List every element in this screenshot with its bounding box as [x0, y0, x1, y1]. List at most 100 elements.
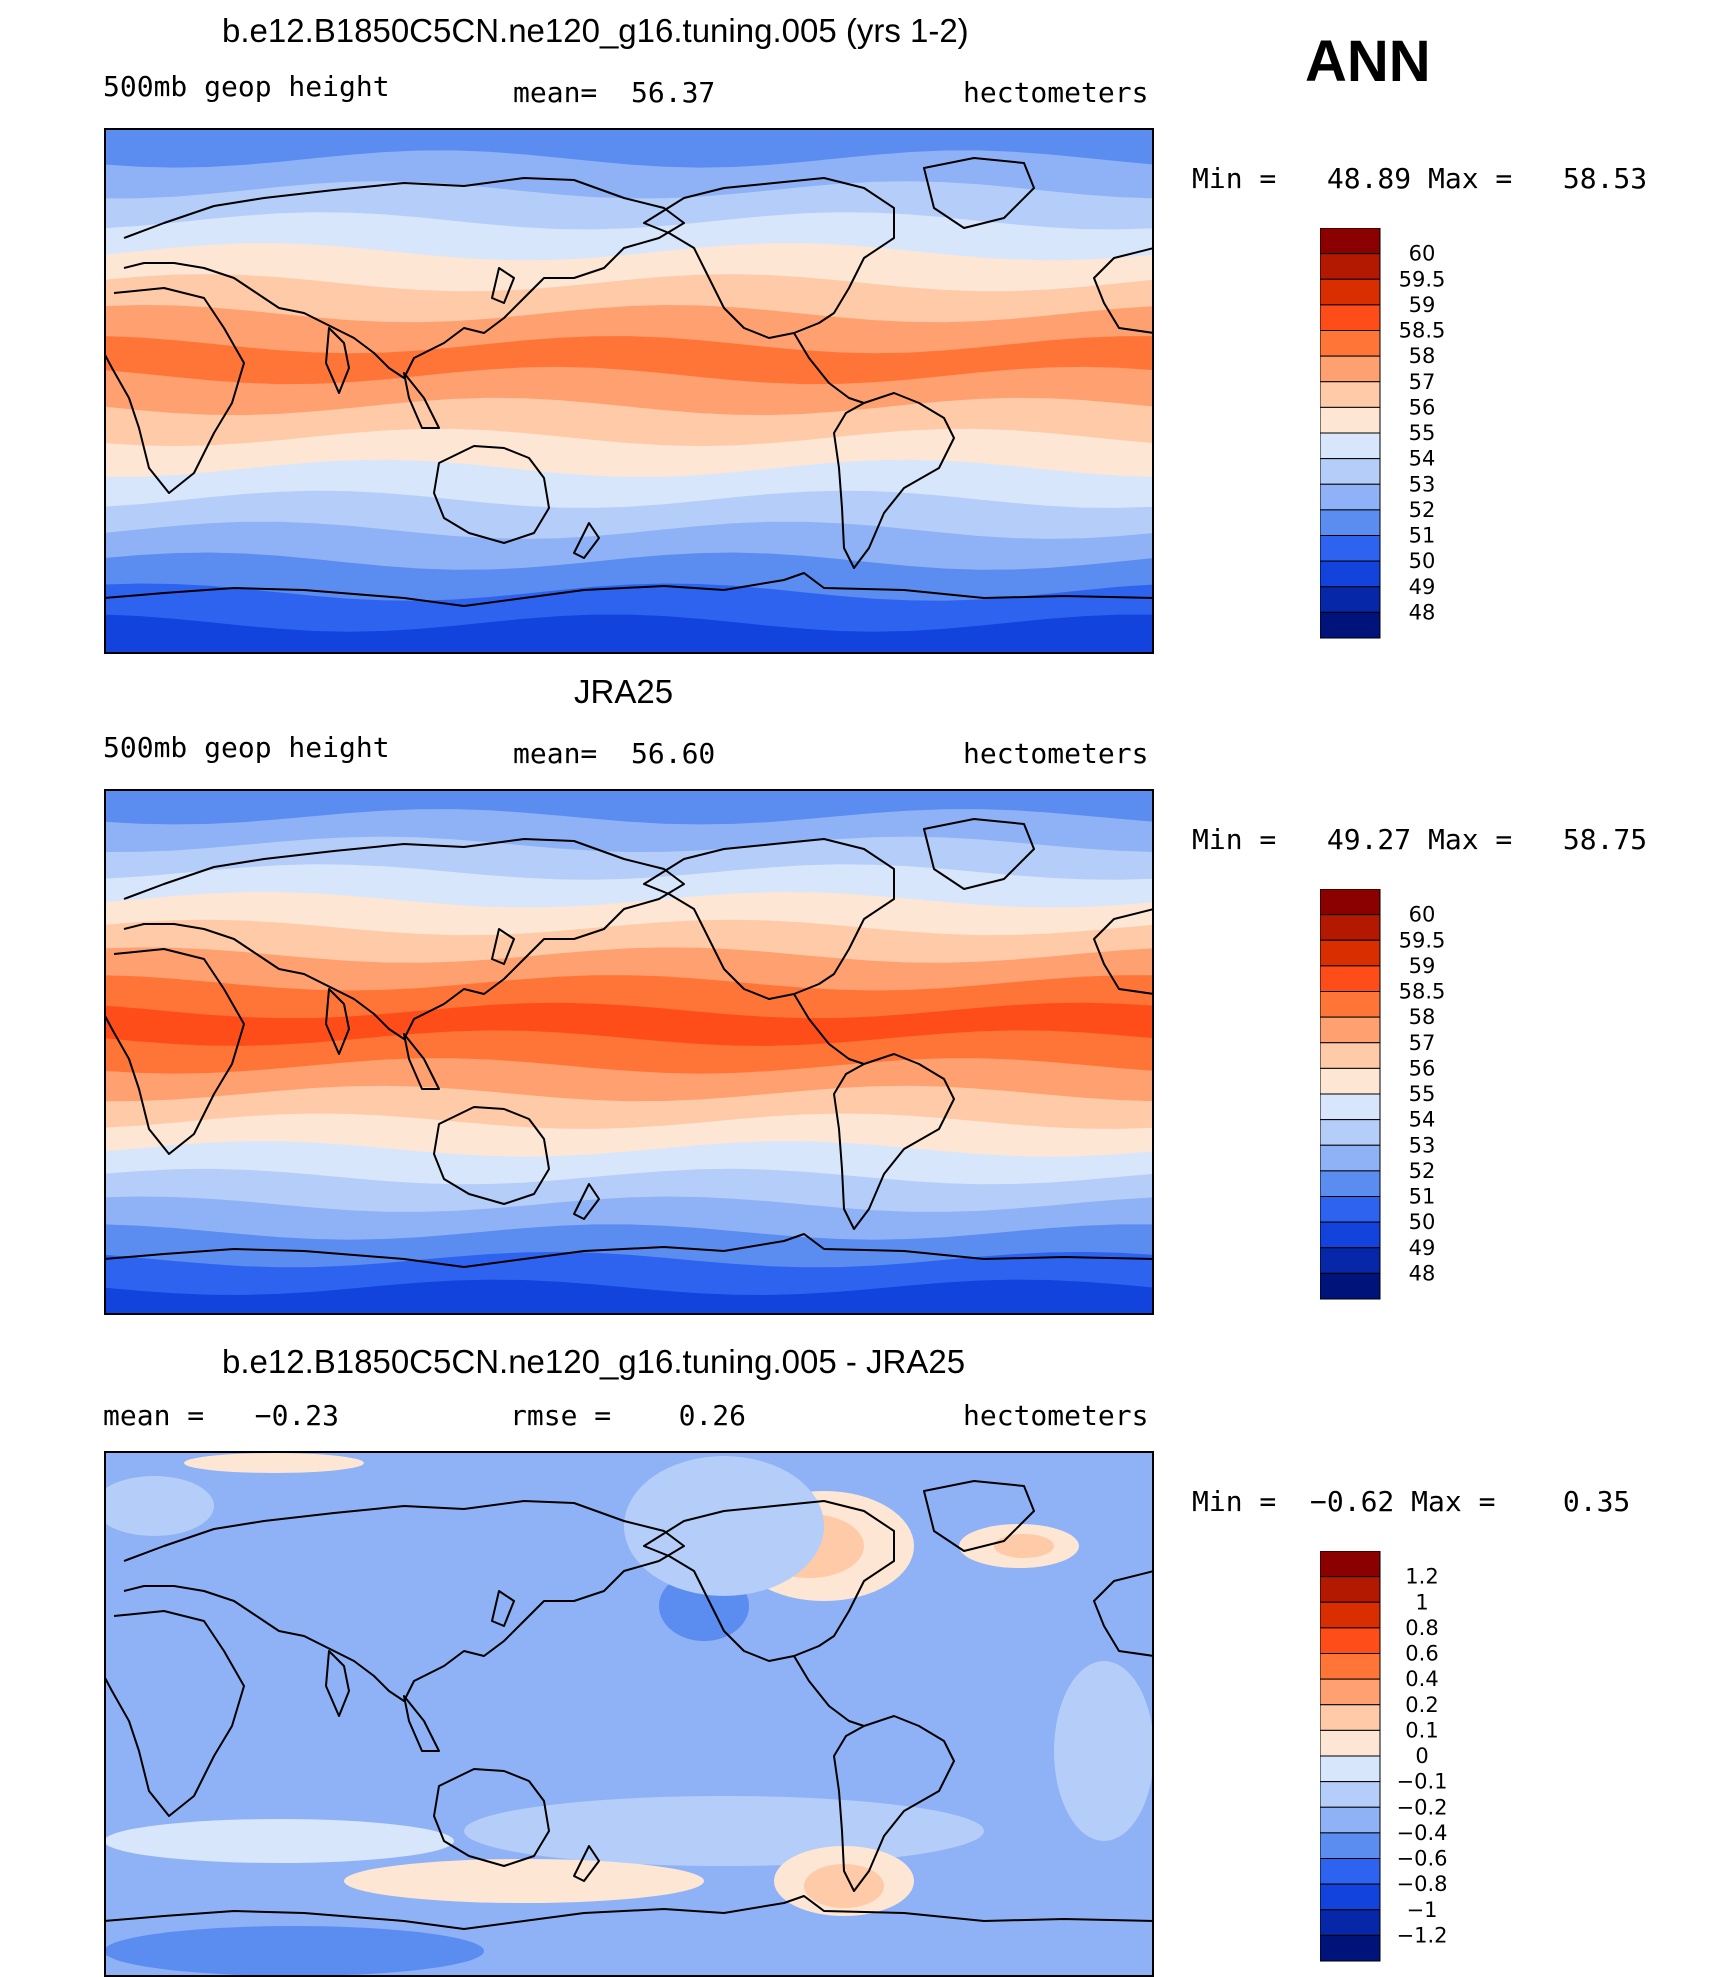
colorbar-tick-label: 49 [1409, 1236, 1436, 1260]
coastline-2-8 [793, 993, 865, 1065]
colorbar-box-13 [1320, 1858, 1381, 1885]
colorbar-box-15 [1320, 1247, 1381, 1274]
colorbar-box-14 [1320, 560, 1381, 588]
colorbar-tick-label: 0.1 [1405, 1718, 1438, 1742]
coastline-2-10 [923, 818, 1035, 890]
colorbar-box-6 [1320, 355, 1381, 383]
coastline-1-2 [104, 287, 245, 494]
coastline-1-5 [433, 445, 550, 544]
colorbar-box-3 [1320, 939, 1381, 967]
colorbar-tick-label: 57 [1409, 370, 1436, 394]
colorbar-box-6 [1320, 1678, 1381, 1706]
panel3-colorbar: 1.210.80.60.40.20.10−0.1−0.2−0.4−0.6−0.8… [1320, 1551, 1448, 1962]
anomaly-region-13 [624, 1456, 824, 1596]
coastline-2-11 [491, 928, 515, 965]
colorbar-box-1 [1320, 1551, 1381, 1578]
colorbar-box-10 [1320, 458, 1381, 485]
colorbar-box-7 [1320, 381, 1381, 408]
coastline-1-6 [573, 522, 600, 559]
colorbar-box-5 [1320, 991, 1381, 1018]
colorbar-tick-label: 55 [1409, 421, 1436, 445]
colorbar-box-11 [1320, 483, 1381, 511]
colorbar-tick-label: −1 [1407, 1898, 1438, 1922]
colorbar-box-13 [1320, 535, 1381, 562]
colorbar-box-1 [1320, 889, 1381, 916]
coastline-3-5 [433, 1768, 550, 1867]
colorbar-tick-label: 58.5 [1399, 319, 1446, 343]
colorbar-tick-label: 48 [1409, 1261, 1436, 1285]
colorbar-box-12 [1320, 1832, 1381, 1860]
colorbar-box-3 [1320, 1601, 1381, 1629]
coastline-3-6 [573, 1845, 600, 1882]
colorbar-tick-label: 48 [1409, 600, 1436, 624]
colorbar-tick-label: 58.5 [1399, 980, 1446, 1004]
colorbar-tick-label: −0.4 [1397, 1821, 1448, 1845]
panel2-mean-label: mean= 56.60 [513, 737, 716, 770]
coastline-1-10 [923, 157, 1035, 229]
anomaly-region-2 [464, 1796, 984, 1866]
colorbar-tick-label: 58 [1409, 344, 1436, 368]
colorbar-tick-label: 0.4 [1405, 1667, 1438, 1691]
panel2-map [104, 789, 1154, 1315]
coastline-2-2 [104, 948, 245, 1155]
colorbar-tick-label: 50 [1409, 1210, 1436, 1234]
panel3-map [104, 1451, 1154, 1977]
coastline-3-7 [643, 1500, 895, 1662]
coastline-1-8 [793, 332, 865, 404]
colorbar-box-14 [1320, 1221, 1381, 1249]
colorbar-box-7 [1320, 1042, 1381, 1069]
coastline-3-4 [403, 1695, 440, 1752]
panel2-title: JRA25 [574, 673, 674, 710]
coastline-2-7 [643, 838, 895, 1000]
panel3-minmax: Min = −0.62 Max = 0.35 [1192, 1485, 1631, 1518]
coastline-3-13 [1093, 1570, 1154, 1657]
colorbar-box-12 [1320, 1170, 1381, 1198]
colorbar-tick-label: 51 [1409, 524, 1436, 548]
colorbar-box-9 [1320, 432, 1381, 460]
colorbar-tick-label: 58 [1409, 1005, 1436, 1029]
colorbar-box-15 [1320, 1909, 1381, 1936]
panel1-map [104, 128, 1154, 654]
colorbar-tick-label: 59 [1409, 954, 1436, 978]
colorbar-tick-label: 52 [1409, 1159, 1436, 1183]
season-label: ANN [1305, 29, 1431, 94]
colorbar-box-9 [1320, 1755, 1381, 1783]
field-band-19 [104, 1279, 1154, 1315]
colorbar-tick-label: 54 [1409, 1108, 1436, 1132]
colorbar-box-2 [1320, 914, 1381, 941]
colorbar-box-5 [1320, 1653, 1381, 1680]
colorbar-box-10 [1320, 1119, 1381, 1146]
colorbar-tick-label: 0 [1415, 1744, 1428, 1768]
colorbar-tick-label: 1.2 [1405, 1565, 1438, 1589]
coastline-1-7 [643, 177, 895, 339]
field-band-17 [104, 614, 1154, 654]
colorbar-box-8 [1320, 1067, 1381, 1095]
colorbar-box-3 [1320, 278, 1381, 306]
panel3-title: b.e12.B1850C5CN.ne120_g16.tuning.005 - J… [222, 1343, 966, 1380]
colorbar-tick-label: 51 [1409, 1185, 1436, 1209]
coastline-2-12 [104, 1233, 1154, 1268]
anomaly-region-12 [104, 1926, 484, 1976]
colorbar-tick-label: 56 [1409, 1056, 1436, 1080]
coastline-2-5 [433, 1106, 550, 1205]
colorbar-box-2 [1320, 1576, 1381, 1603]
coastline-2-4 [403, 1033, 440, 1090]
colorbar-box-2 [1320, 253, 1381, 280]
colorbar-box-10 [1320, 1781, 1381, 1808]
coastline-2-3 [325, 988, 350, 1055]
panel1-units-label: hectometers [963, 76, 1149, 109]
coastline-3-10 [923, 1480, 1035, 1552]
colorbar-tick-label: −1.2 [1397, 1923, 1448, 1947]
colorbar-tick-label: 57 [1409, 1031, 1436, 1055]
panel3-units-label: hectometers [963, 1399, 1149, 1432]
colorbar-tick-label: 54 [1409, 447, 1436, 471]
anomaly-region-14 [1054, 1661, 1154, 1841]
panel1-title: b.e12.B1850C5CN.ne120_g16.tuning.005 (yr… [222, 12, 969, 49]
colorbar-box-6 [1320, 1016, 1381, 1044]
coastline-2-6 [573, 1183, 600, 1220]
colorbar-tick-label: 59.5 [1399, 267, 1446, 291]
colorbar-box-8 [1320, 406, 1381, 434]
coastline-1-9 [833, 392, 955, 569]
coastline-1-3 [325, 327, 350, 394]
